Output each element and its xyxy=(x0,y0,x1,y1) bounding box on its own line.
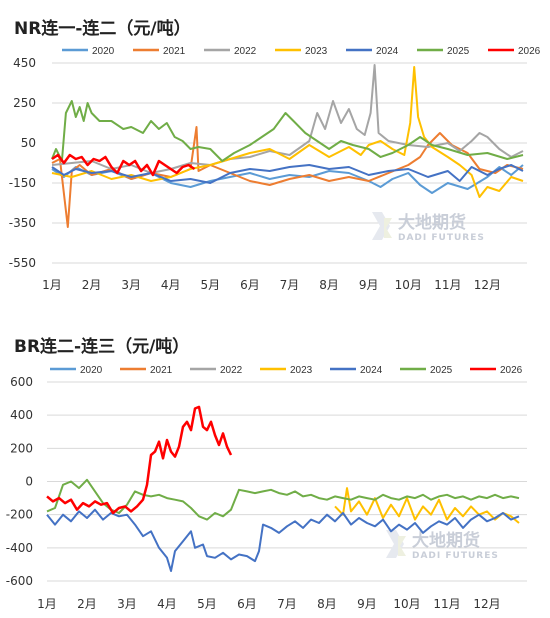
x-tick-label: 2月 xyxy=(77,597,97,611)
x-tick-label: 4月 xyxy=(157,597,177,611)
legend-label-2024: 2024 xyxy=(360,365,383,376)
x-tick-label: 1月 xyxy=(37,597,57,611)
y-tick-label: -200 xyxy=(6,508,33,522)
x-tick-label: 11月 xyxy=(433,597,460,611)
series-line-2023 xyxy=(334,487,520,524)
x-tick-label: 8月 xyxy=(319,278,339,292)
watermark-subtext: DADI FUTURES xyxy=(412,551,499,561)
legend-label-2020: 2020 xyxy=(80,365,103,376)
legend-label-2025: 2025 xyxy=(430,365,453,376)
legend-label-2021: 2021 xyxy=(150,365,173,376)
series-line-2026 xyxy=(51,153,196,177)
legend-label-2025: 2025 xyxy=(447,46,470,57)
watermark-text: 大地期货 xyxy=(398,212,466,233)
y-tick-label: 200 xyxy=(10,441,33,455)
x-tick-label: 11月 xyxy=(434,278,461,292)
legend-label-2023: 2023 xyxy=(290,365,313,376)
legend-label-2021: 2021 xyxy=(163,46,186,57)
x-tick-label: 5月 xyxy=(197,597,217,611)
series-line-2026 xyxy=(46,405,233,515)
series-line-2024 xyxy=(51,164,524,184)
logo-icon xyxy=(384,218,392,238)
y-tick-label: 450 xyxy=(13,56,36,70)
y-tick-label: 250 xyxy=(13,96,36,110)
x-tick-label: 6月 xyxy=(240,278,260,292)
x-tick-label: 9月 xyxy=(359,278,379,292)
chart-title-nr: NR连一-连二（元/吨） xyxy=(14,19,191,39)
chart-title-br: BR连二-连三（元/吨） xyxy=(14,337,190,357)
series-line-2025 xyxy=(46,478,520,521)
x-tick-label: 3月 xyxy=(117,597,137,611)
y-tick-label: -600 xyxy=(6,574,33,588)
y-tick-label: -350 xyxy=(9,216,36,230)
y-tick-label: -400 xyxy=(6,541,33,555)
x-tick-label: 5月 xyxy=(201,278,221,292)
legend-label-2026: 2026 xyxy=(500,365,523,376)
y-tick-label: -550 xyxy=(9,256,36,270)
series-line-2025 xyxy=(51,100,524,162)
series-line-2023 xyxy=(51,66,524,198)
x-tick-label: 9月 xyxy=(357,597,377,611)
series-line-2022 xyxy=(51,64,524,174)
x-tick-label: 10月 xyxy=(395,278,422,292)
y-tick-label: -150 xyxy=(9,176,36,190)
x-tick-label: 4月 xyxy=(161,278,181,292)
x-tick-label: 12月 xyxy=(474,278,501,292)
y-tick-label: 0 xyxy=(25,475,33,489)
legend-label-2023: 2023 xyxy=(305,46,328,57)
x-tick-label: 3月 xyxy=(121,278,141,292)
y-tick-label: 50 xyxy=(21,136,36,150)
y-tick-label: 600 xyxy=(10,375,33,389)
x-tick-label: 8月 xyxy=(317,597,337,611)
legend-label-2026: 2026 xyxy=(518,46,541,57)
y-tick-label: 400 xyxy=(10,408,33,422)
legend-label-2022: 2022 xyxy=(234,46,257,57)
x-tick-label: 10月 xyxy=(393,597,420,611)
logo-icon xyxy=(398,536,406,556)
watermark-text: 大地期货 xyxy=(412,530,480,551)
x-tick-label: 7月 xyxy=(280,278,300,292)
x-tick-label: 12月 xyxy=(473,597,500,611)
legend-label-2022: 2022 xyxy=(220,365,243,376)
series-line-2024 xyxy=(46,508,520,572)
x-tick-label: 6月 xyxy=(237,597,257,611)
legend-label-2020: 2020 xyxy=(92,46,115,57)
x-tick-label: 2月 xyxy=(82,278,102,292)
legend-label-2024: 2024 xyxy=(376,46,399,57)
x-tick-label: 1月 xyxy=(42,278,62,292)
x-tick-label: 7月 xyxy=(277,597,297,611)
watermark-subtext: DADI FUTURES xyxy=(398,233,485,243)
